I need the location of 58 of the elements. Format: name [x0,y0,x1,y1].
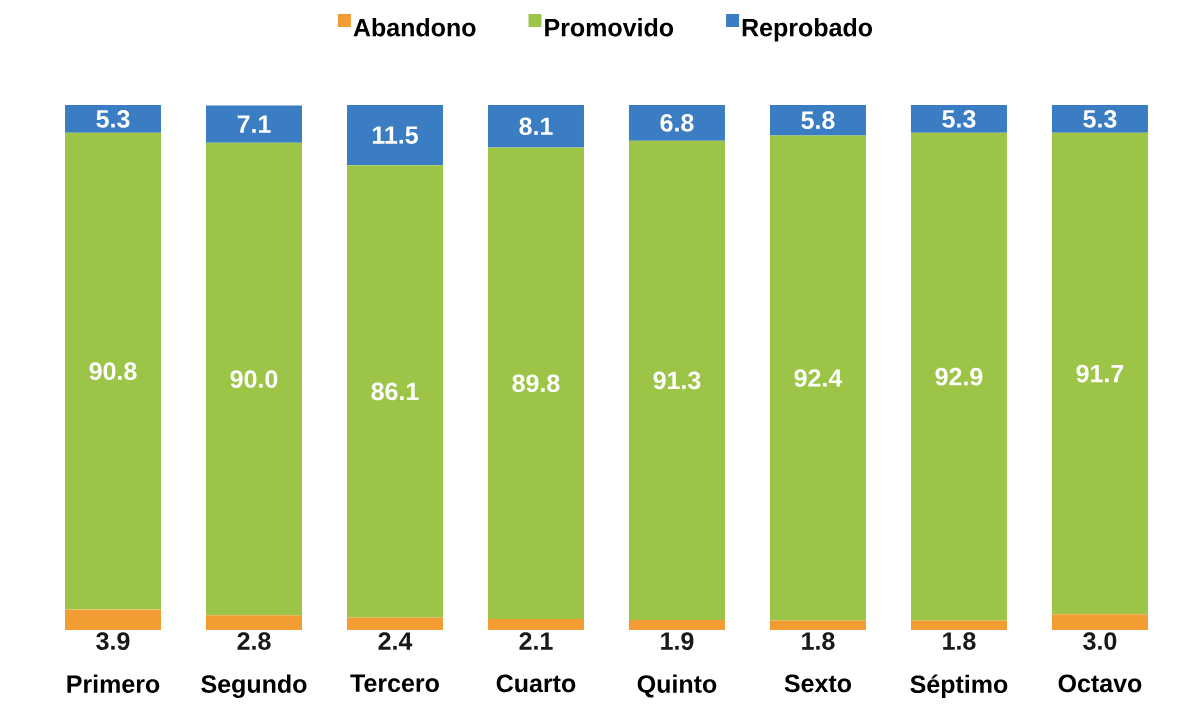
data-label: 7.1 [237,115,271,133]
bar [769,135,866,621]
data-label: 92.4 [794,369,843,387]
data-label: 2.8 [237,632,271,650]
bar [910,620,1007,630]
data-label: 92.9 [935,367,983,386]
data-label: 5.3 [1083,110,1117,128]
bar [487,618,584,630]
bar [487,147,584,619]
data-label: 11.5 [372,126,418,144]
x-tick-label: Sexto [784,674,852,693]
bar [1051,614,1148,630]
x-tick-label: Tercero [350,674,439,692]
x-tick-label: Séptimo [910,674,1008,699]
data-label: 2.4 [378,632,413,650]
bar [205,105,302,143]
data-label: 5.8 [801,111,835,130]
data-label: 86.1 [371,382,419,401]
data-label: 89.8 [512,374,560,393]
data-label: 5.3 [96,110,130,128]
data-label: 1.8 [943,632,976,650]
legend-label: Promovido [545,18,674,37]
legend-label: Reprobado [742,18,873,42]
bar [628,140,725,621]
x-tick-label: Quinto [637,674,717,698]
x-tick-label: Octavo [1058,674,1142,693]
bar [769,620,866,630]
bar [628,104,725,141]
bar [1051,132,1148,615]
data-label: 90.8 [89,362,137,381]
bar [1051,104,1148,133]
bar [910,104,1007,133]
data-label: 6.8 [660,113,694,132]
bar [910,132,1007,621]
data-label: 8.1 [519,117,553,136]
data-label: 91.3 [653,371,701,390]
bar [346,165,443,618]
x-tick-label: Cuarto [496,674,576,693]
x-tick-label: Segundo [201,674,307,698]
bar [628,620,725,630]
data-label: 2.1 [519,632,553,650]
bar [346,104,443,166]
bar [205,142,302,616]
data-label: 1.9 [661,632,694,650]
data-label: 5.3 [942,110,976,128]
data-label: 1.8 [802,632,835,650]
bar [65,609,161,630]
data-label: 3.0 [1083,632,1117,650]
data-label: 90.0 [230,370,278,388]
data-label: 3.9 [96,632,130,650]
data-label: 91.7 [1076,364,1124,383]
bar [205,615,302,630]
bar [487,104,584,148]
legend-label: Abandono [353,18,476,37]
bar [65,132,161,610]
bar [65,104,161,133]
bar [346,617,443,630]
x-tick-label: Primero [67,674,160,693]
